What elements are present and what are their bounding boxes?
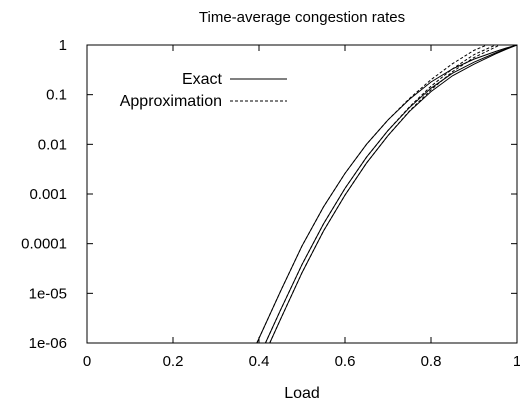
approximation-curve-2 [264,44,496,344]
y-tick-label: 0.1 [46,87,67,104]
ticks-layer: 0 0.2 0.4 0.6 0.8 1 1e-06 1e-05 0.0001 0.001 0.01 0… [21,37,520,370]
y-tick-label: 1e-05 [29,285,67,302]
approximation-curve-1 [256,44,488,344]
legend: Exact Approximation [120,71,287,110]
legend-label-approximation: Approximation [120,93,222,110]
exact-curve-3 [269,44,518,344]
x-tick-label: 1 [513,353,520,370]
curves-layer [256,44,518,344]
x-axis-label: Load [284,385,320,402]
y-tick-label: 1 [59,37,67,54]
plot-frame [86,44,518,344]
exact-curve-1 [256,44,518,344]
exact-curve-2 [264,44,518,344]
x-tick-label: 0 [83,353,91,370]
x-tick-label: 0.2 [163,353,184,370]
y-tick-label: 0.001 [29,186,67,203]
x-tick-label: 0.6 [335,353,356,370]
chart-title: Time-average congestion rates [199,9,405,26]
x-tick-label: 0.8 [421,353,442,370]
approximation-curve-3 [269,44,501,344]
y-tick-label: 0.01 [38,136,67,153]
legend-label-exact: Exact [182,71,223,88]
y-tick-label: 0.0001 [21,236,67,253]
x-tick-label: 0.4 [249,353,270,370]
y-tick-label: 1e-06 [29,335,67,352]
